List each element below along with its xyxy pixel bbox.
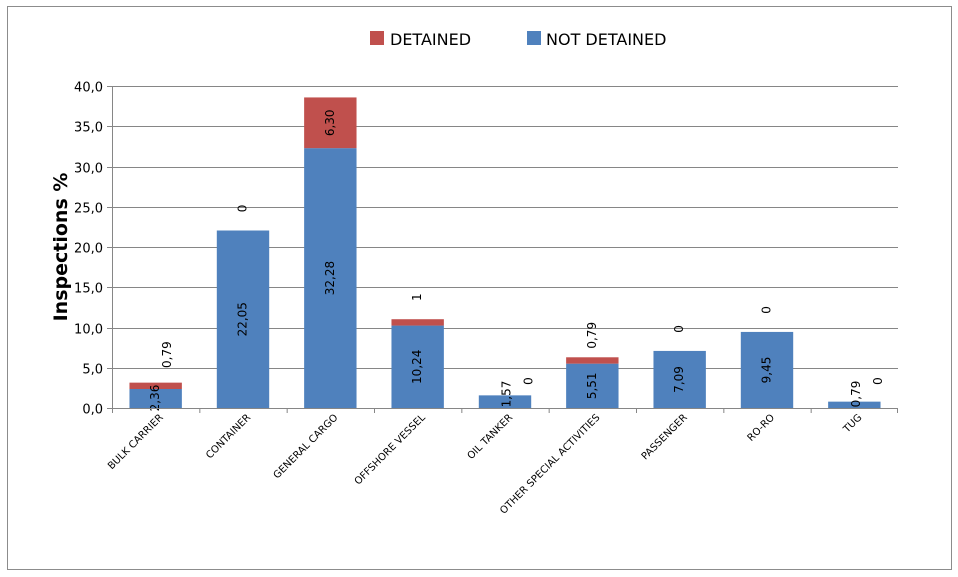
bar-not-detained <box>478 395 532 408</box>
bar-not-detained <box>653 350 706 408</box>
x-category-label: PASSENGER <box>640 412 690 462</box>
y-axis-ticks: 0,0 5,0 10,0 15,0 20,0 25,0 30,0 35,0 40,0 <box>74 81 112 418</box>
data-label-not-detained: 22,05 <box>236 302 250 336</box>
y-tick-label: 25,0 <box>74 202 103 217</box>
x-category-label: RO-RO <box>746 412 778 444</box>
bar-detained <box>391 319 444 326</box>
data-label-detained: 6,30 <box>323 109 337 136</box>
x-category-label: CONTAINER <box>204 412 253 461</box>
data-label-not-detained: 32,28 <box>323 261 337 295</box>
y-axis-label: Inspections % <box>50 173 72 322</box>
data-label-detained: 0,79 <box>160 341 174 368</box>
y-tick-label: 20,0 <box>74 242 103 257</box>
data-label-not-detained: 2,36 <box>148 385 162 412</box>
bar-not-detained <box>304 148 357 408</box>
y-tick-label: 40,0 <box>74 81 103 96</box>
y-tick-label: 0,0 <box>82 403 103 418</box>
legend-swatch-detained <box>370 31 384 45</box>
x-category-label: OFFSHORE VESSEL <box>353 412 428 487</box>
bar-not-detained <box>828 401 881 408</box>
data-label-detained: 0 <box>760 306 774 314</box>
data-label-detained: 0 <box>871 377 885 385</box>
data-label-not-detained: 0,79 <box>849 381 863 408</box>
legend-label-not-detained: NOT DETAINED <box>546 30 666 49</box>
data-label-detained: 0 <box>672 325 686 333</box>
x-axis-categories: BULK CARRIER CONTAINER GENERAL CARGO OFFSHO… <box>106 408 898 517</box>
bar-not-detained <box>740 331 794 408</box>
y-tick-label: 30,0 <box>74 162 103 177</box>
data-labels: 2,36 0,79 22,05 0 32,28 6,30 10,24 1 1,57 0 5,51 0,… <box>148 109 885 411</box>
data-label-not-detained: 7,09 <box>672 366 686 393</box>
data-label-not-detained: 5,51 <box>585 372 599 399</box>
data-label-detained: 0 <box>236 205 250 213</box>
x-category-label: GENERAL CARGO <box>272 412 341 481</box>
y-tick-label: 5,0 <box>82 363 103 378</box>
y-tick-label: 15,0 <box>74 282 103 297</box>
legend-swatch-not-detained <box>527 31 541 45</box>
bar-detained <box>566 357 619 364</box>
bar-detained <box>129 382 182 390</box>
data-label-not-detained: 9,45 <box>760 357 774 384</box>
data-label-detained: 0 <box>522 377 536 385</box>
data-label-not-detained: 1,57 <box>500 381 514 408</box>
data-label-detained: 0,79 <box>585 322 599 349</box>
data-label-not-detained: 10,24 <box>410 350 424 384</box>
bars <box>129 97 881 408</box>
bar-not-detained <box>216 230 270 408</box>
y-tick-label: 10,0 <box>74 323 103 338</box>
x-category-label: TUG <box>841 412 864 435</box>
x-category-label: BULK CARRIER <box>106 412 166 472</box>
bar-not-detained <box>129 389 182 408</box>
data-label-detained: 1 <box>410 293 424 301</box>
legend-label-detained: DETAINED <box>390 30 471 49</box>
bar-not-detained <box>391 325 444 408</box>
bar-not-detained <box>566 363 619 408</box>
x-category-label: OIL TANKER <box>466 412 516 462</box>
legend: DETAINED NOT DETAINED <box>370 30 666 49</box>
y-tick-label: 35,0 <box>74 121 103 136</box>
x-category-label: OTHER SPECIAL ACTIVITIES <box>498 412 602 516</box>
bar-detained <box>304 97 357 149</box>
